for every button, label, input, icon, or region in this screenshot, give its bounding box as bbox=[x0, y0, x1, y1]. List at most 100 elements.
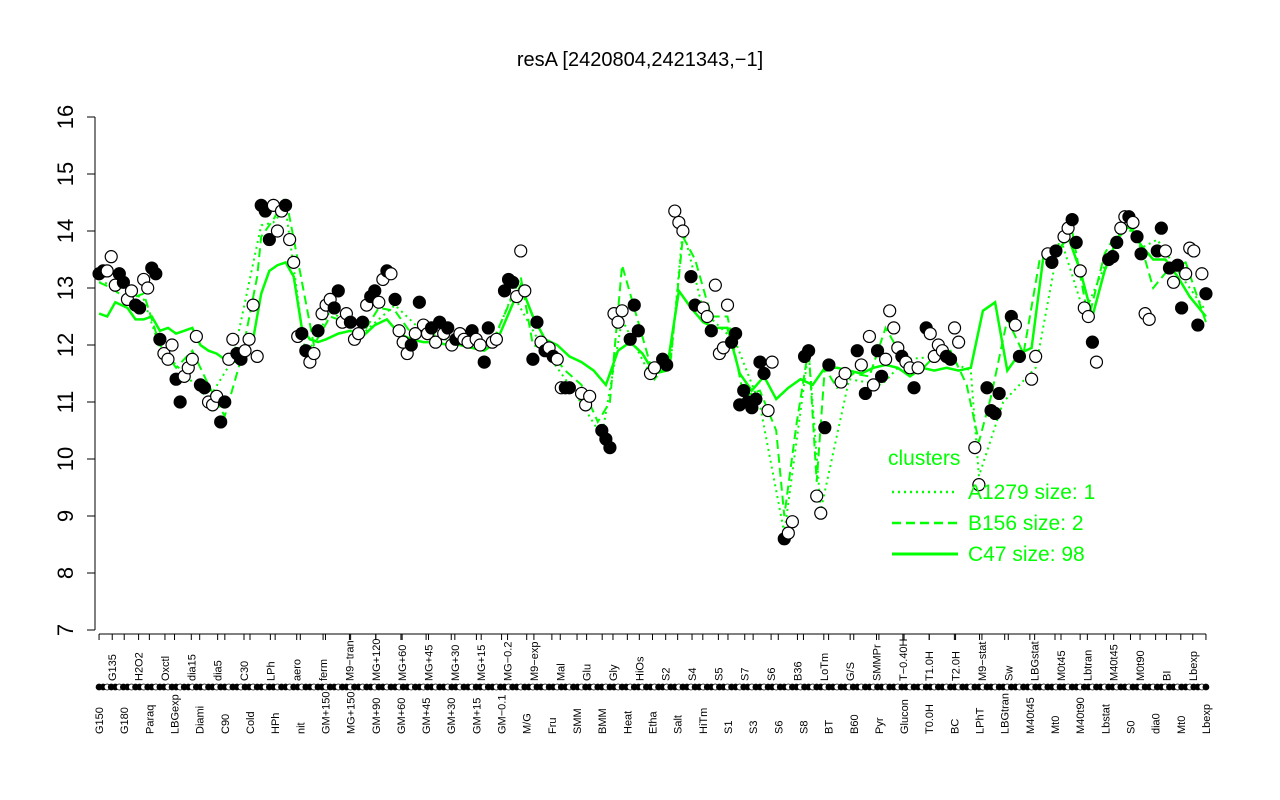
data-point-open bbox=[668, 204, 682, 218]
data-point-open bbox=[708, 278, 722, 292]
data-point-open bbox=[583, 389, 597, 403]
data-point-open bbox=[189, 329, 203, 344]
x-tick-label: M0t90 bbox=[1135, 650, 1147, 681]
data-point-open bbox=[972, 478, 986, 492]
x-tick-label: Cold bbox=[245, 711, 257, 734]
x-tick-label: GM+150 bbox=[320, 692, 332, 735]
y-tick-label: 10 bbox=[53, 447, 78, 471]
data-point-filled bbox=[343, 315, 358, 329]
x-tick-label: S3 bbox=[748, 721, 760, 734]
data-point-filled bbox=[729, 327, 743, 341]
x-tick-label: Lbtran bbox=[1082, 650, 1094, 681]
x-tick-label: T−0.40H bbox=[898, 638, 910, 681]
data-point-open bbox=[428, 335, 443, 349]
data-point-filled bbox=[278, 198, 293, 212]
x-tick-label: GM+30 bbox=[446, 698, 458, 734]
x-tick-label: LBGstat bbox=[1030, 641, 1042, 681]
legend: clusters A1279 size: 1 B156 size: 2 C47 si… bbox=[888, 447, 1095, 566]
data-point-open bbox=[720, 298, 735, 312]
x-tick-label: LBGtran bbox=[1000, 693, 1012, 734]
data-point-filled bbox=[1069, 235, 1083, 249]
data-point-filled bbox=[850, 344, 864, 358]
x-tick-label: C90 bbox=[220, 714, 232, 734]
data-point-filled bbox=[441, 321, 455, 335]
data-point-filled bbox=[907, 381, 921, 395]
data-point-open bbox=[923, 327, 937, 341]
data-point-open bbox=[947, 321, 962, 335]
data-point-open bbox=[287, 255, 301, 269]
x-tick-label: MG+45 bbox=[423, 645, 435, 681]
data-point-open bbox=[550, 352, 564, 366]
y-tick-label: 16 bbox=[53, 105, 78, 129]
y-tick-label: 11 bbox=[53, 391, 78, 414]
x-tick-label: S4 bbox=[687, 668, 699, 681]
x-tick-label: G/S bbox=[845, 662, 857, 681]
data-point-open bbox=[1073, 264, 1087, 278]
data-point-open bbox=[283, 232, 297, 247]
x-tick-label: LBGexp bbox=[170, 694, 182, 734]
x-tick-label: BMM bbox=[597, 708, 609, 734]
data-point-filled bbox=[623, 332, 637, 346]
x-tick-label: Salt bbox=[673, 715, 685, 734]
x-tick-label: BT bbox=[824, 720, 836, 734]
data-point-filled bbox=[1012, 349, 1027, 363]
data-point-open bbox=[879, 352, 893, 366]
x-tick-label: G135 bbox=[107, 654, 119, 681]
data-point-open bbox=[676, 224, 690, 238]
x-tick-label: M40t90 bbox=[1075, 697, 1087, 734]
data-point-open bbox=[1142, 312, 1156, 326]
data-point-filled bbox=[506, 275, 520, 289]
data-point-open bbox=[814, 506, 828, 520]
data-point-open bbox=[238, 344, 252, 358]
x-tick-label: Heat bbox=[622, 711, 634, 734]
x-tick-label: M9−exp bbox=[529, 642, 541, 681]
data-point-open bbox=[270, 224, 285, 238]
data-point-open bbox=[785, 515, 799, 529]
x-tick-label: MG+120 bbox=[371, 639, 383, 682]
data-point-open bbox=[838, 366, 852, 381]
chart-title: resA [2420804,2421343,−1] bbox=[517, 49, 763, 71]
data-point-open bbox=[1158, 244, 1173, 258]
data-point-filled bbox=[218, 395, 232, 409]
x-tick-label: Lbexp bbox=[1188, 651, 1200, 681]
data-point-filled bbox=[388, 292, 402, 306]
data-point-open bbox=[765, 355, 779, 369]
data-point-filled bbox=[412, 295, 426, 309]
x-tick-label: S8 bbox=[798, 721, 810, 734]
data-point-open bbox=[473, 338, 487, 352]
x-tick-label: B36 bbox=[792, 661, 804, 681]
x-tick-label: Glucon bbox=[899, 699, 911, 734]
data-points bbox=[92, 198, 1213, 546]
legend-label: A1279 size: 1 bbox=[968, 481, 1095, 504]
data-point-open bbox=[866, 378, 881, 392]
data-point-filled bbox=[627, 298, 641, 312]
x-tick-label: Mal bbox=[555, 663, 567, 681]
data-point-open bbox=[165, 338, 179, 352]
data-point-open bbox=[968, 441, 982, 455]
x-tick-label: M/G bbox=[522, 713, 534, 734]
x-tick-label: HiOs bbox=[634, 656, 646, 681]
data-point-open bbox=[883, 304, 897, 318]
data-point-filled bbox=[1049, 244, 1063, 258]
data-point-open bbox=[761, 403, 775, 418]
data-point-filled bbox=[1130, 230, 1144, 244]
x-tick-label: dia5 bbox=[213, 660, 225, 681]
x-tick-label: LPh bbox=[265, 661, 277, 681]
legend-title: clusters bbox=[888, 447, 960, 470]
x-tick-label: M9−stat bbox=[977, 642, 989, 681]
data-point-filled bbox=[822, 358, 836, 372]
data-point-filled bbox=[704, 324, 718, 338]
data-point-open bbox=[810, 489, 824, 503]
x-tick-label: Paraq bbox=[144, 705, 156, 734]
data-point-filled bbox=[477, 355, 491, 369]
data-point-filled bbox=[1110, 235, 1124, 249]
x-tick-label: MG+15 bbox=[476, 645, 488, 681]
data-point-filled bbox=[1106, 250, 1120, 264]
data-point-filled bbox=[753, 355, 767, 369]
x-tick-label: Sw bbox=[1003, 666, 1015, 681]
data-point-filled bbox=[870, 344, 885, 358]
x-tick-label: GM+90 bbox=[371, 698, 383, 734]
data-point-open bbox=[862, 329, 877, 344]
x-tick-label: LoTm bbox=[819, 653, 831, 681]
x-tick-label: GM+15 bbox=[471, 698, 483, 734]
